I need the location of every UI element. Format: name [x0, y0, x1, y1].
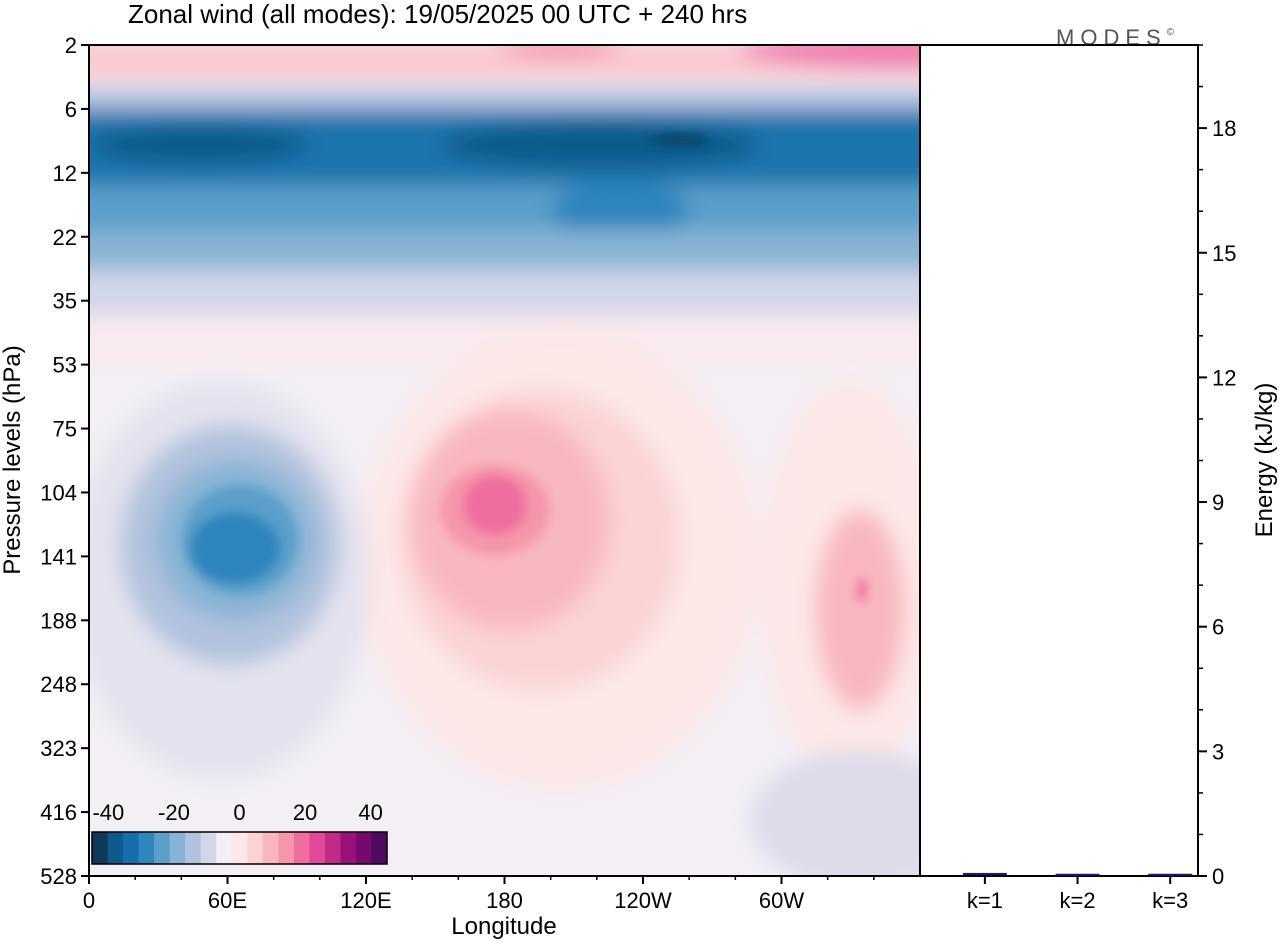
colorbar-swatch — [154, 832, 171, 864]
field-cores — [182, 136, 867, 602]
y-tick-label: 12 — [53, 161, 77, 186]
colorbar — [91, 831, 388, 865]
colorbar-frame — [91, 831, 388, 865]
colorbar-swatch — [92, 832, 109, 864]
y-tick-label: 75 — [53, 417, 77, 442]
colorbar-swatch — [247, 832, 264, 864]
colorbar-swatch — [278, 832, 295, 864]
heatmap-plot-area — [89, 45, 920, 876]
colorbar-tick-label: 0 — [233, 800, 245, 825]
copyright-mark: © — [1167, 27, 1180, 38]
energy-category-label: k=3 — [1152, 888, 1188, 913]
colorbar-tick-label: -20 — [158, 800, 190, 825]
y-tick-label: 35 — [53, 289, 77, 314]
y-axis-label: Pressure levels (hPa) — [0, 345, 26, 574]
colorbar-swatch — [107, 832, 124, 864]
y-tick-label: 2 — [65, 33, 77, 58]
energy-tick-label: 12 — [1212, 365, 1236, 390]
y-tick-label: 528 — [40, 864, 77, 889]
energy-axis-label: Energy (kJ/kg) — [1251, 383, 1278, 538]
colorbar-tick-label: 20 — [293, 800, 317, 825]
y-tick-label: 53 — [53, 353, 77, 378]
colorbar-swatch — [324, 832, 341, 864]
x-tick-label: 180 — [486, 888, 523, 913]
colorbar-swatch — [216, 832, 233, 864]
y-tick-label: 248 — [40, 672, 77, 697]
y-tick-label: 6 — [65, 97, 77, 122]
x-tick-label: 0 — [83, 888, 95, 913]
colorbar-swatch — [138, 832, 155, 864]
energy-panel-frame — [919, 44, 1199, 877]
energy-bars: k=1 k=2 k=3 — [962, 872, 1193, 913]
x-tick-label: 60W — [759, 888, 804, 913]
energy-bar-k=2 — [1055, 873, 1100, 876]
y-tick-label: 416 — [40, 800, 77, 825]
chart-title: Zonal wind (all modes): 19/05/2025 00 UT… — [128, 0, 747, 29]
energy-tick-label: 3 — [1212, 739, 1224, 764]
energy-tick-label: 15 — [1212, 241, 1236, 266]
y-tick-label: 188 — [40, 608, 77, 633]
y-tick-label: 104 — [40, 480, 77, 505]
energy-tick-label: 18 — [1212, 116, 1236, 141]
colorbar-tick-labels: -40 -20 0 20 40 — [92, 800, 382, 825]
x-axis-label: Longitude — [451, 913, 556, 940]
x-tick-label: 120W — [614, 888, 672, 913]
colorbar-swatch — [200, 832, 217, 864]
energy-category-label: k=2 — [1059, 888, 1095, 913]
colorbar-swatch — [309, 832, 326, 864]
energy-tick-label: 0 — [1212, 864, 1224, 889]
x-tick-label: 60E — [208, 888, 247, 913]
y-tick-label: 323 — [40, 736, 77, 761]
x-axis: 0 60E 120E 180 120W 60W — [83, 876, 875, 913]
field-blobs — [89, 45, 920, 876]
energy-bar-k=3 — [1148, 873, 1193, 876]
colorbar-tick-label: -40 — [92, 800, 124, 825]
colorbar-swatch — [371, 832, 388, 864]
colorbar-swatch — [262, 832, 279, 864]
y-tick-label: 141 — [40, 544, 77, 569]
energy-axis: 0 3 6 9 12 15 18 — [1198, 44, 1236, 889]
colorbar-swatch — [231, 832, 248, 864]
energy-tick-label: 9 — [1212, 490, 1224, 515]
y-axis: 2 6 12 22 35 53 75 104 141 188 248 323 416 528 — [40, 33, 89, 889]
colorbar-swatch — [169, 832, 186, 864]
energy-bar-k=1 — [962, 872, 1007, 875]
colorbar-swatch — [355, 832, 372, 864]
colorbar-tick-label: 40 — [358, 800, 382, 825]
energy-category-label: k=1 — [967, 888, 1003, 913]
x-tick-label: 120E — [340, 888, 391, 913]
colorbar-swatch — [293, 832, 310, 864]
colorbar-swatch — [123, 832, 140, 864]
energy-tick-label: 6 — [1212, 615, 1224, 640]
colorbar-swatch — [185, 832, 202, 864]
colorbar-swatch — [340, 832, 357, 864]
modes-logo: MODES© — [1056, 25, 1180, 50]
y-tick-label: 22 — [53, 225, 77, 250]
